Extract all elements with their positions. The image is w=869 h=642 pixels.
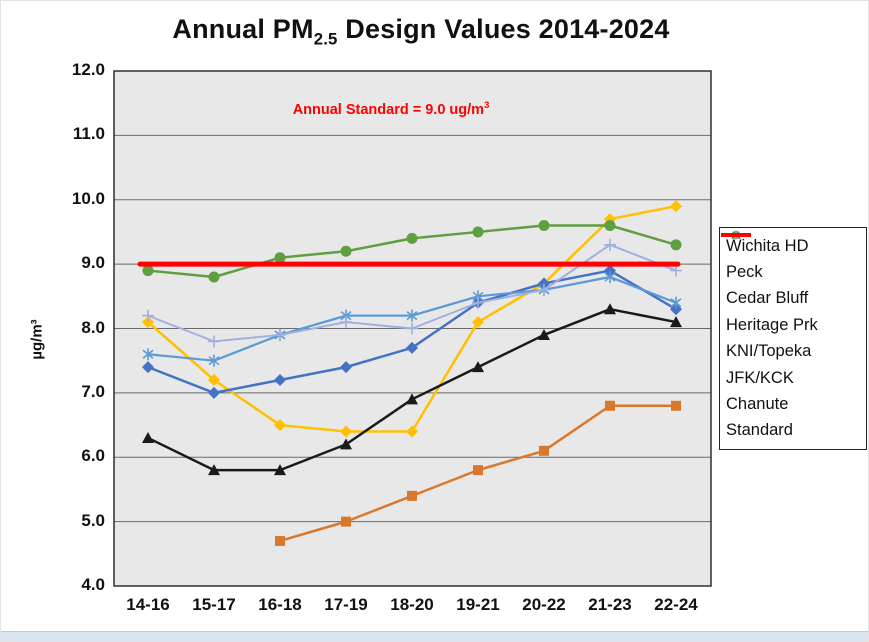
chart-title: Annual PM2.5 Design Values 2014-2024 [1,14,841,49]
x-tick-label: 18-20 [390,595,434,614]
marker-circle [472,226,484,238]
marker-triangle [274,464,286,476]
y-tick-label: 9.0 [81,253,105,273]
marker-diamond [406,425,418,438]
standard-annotation: Annual Standard = 9.0 ug/m3 [191,99,591,118]
y-tick-label: 8.0 [81,317,105,337]
legend-label: Standard [726,421,793,440]
y-tick-label: 10.0 [71,188,105,208]
marker-triangle [208,464,220,476]
legend-item-chanute: Chanute [721,230,866,417]
standard-annotation-text: Annual Standard = 9.0 ug/m [292,101,485,118]
marker-diamond [274,419,286,432]
plot-border [113,70,712,587]
y-axis-title: µg/m³ [28,319,46,360]
legend-label: Wichita HD [726,236,809,255]
marker-asterisk [604,272,616,282]
marker-asterisk [142,349,154,359]
marker-circle [274,252,286,264]
legend-label: Peck [726,263,763,282]
marker-diamond [604,264,616,277]
marker-circle [604,220,616,231]
marker-diamond [406,341,418,354]
legend-marker-icon [721,233,751,237]
marker-diamond [340,425,352,438]
marker-diamond [340,361,352,374]
legend-item-heritage-prk: Heritage Prk [721,230,866,338]
x-tick-label: 15-17 [192,595,236,614]
marker-diamond [208,386,220,399]
legend: Wichita HD Peck Cedar Bluff Heritage Prk KNI… [719,227,867,450]
chart-title-text: Annual PM [172,14,314,44]
marker-circle [406,232,418,244]
marker-square [539,445,549,456]
y-tick-label: 6.0 [81,446,105,466]
x-tick-label: 14-16 [126,595,170,614]
marker-asterisk [208,356,220,366]
marker-circle [538,220,550,231]
marker-diamond [670,200,682,213]
chart-title-suffix: Design Values 2014-2024 [337,14,670,44]
legend-item-cedar-bluff: Cedar Bluff [721,231,866,312]
marker-triangle [406,393,418,405]
marker-circle [208,271,220,283]
legend-label: Cedar Bluff [726,289,809,308]
y-tick-label: 11.0 [72,124,105,144]
marker-triangle [142,431,154,443]
y-tick-label: 12.0 [71,60,105,79]
legend-label: Heritage Prk [726,315,818,334]
x-tick-label: 17-19 [324,595,368,614]
x-tick-label: 22-24 [654,595,698,614]
marker-diamond [142,361,154,374]
marker-diamond [670,303,682,316]
legend-label: KNI/Topeka [726,342,812,361]
y-tick-label: 4.0 [81,575,105,594]
marker-triangle [472,361,484,373]
marker-diamond [274,374,286,386]
marker-triangle [604,303,616,315]
marker-square [671,400,681,411]
legend-item-standard: Standard [721,233,866,444]
marker-circle [670,239,682,251]
x-tick-label: 16-18 [258,595,302,614]
marker-diamond [472,316,484,329]
marker-square [275,535,285,546]
legend-label: Chanute [726,395,789,414]
marker-asterisk [340,311,352,321]
marker-asterisk [406,311,418,321]
bottom-strip [1,631,868,641]
marker-triangle [670,316,682,328]
marker-triangle [340,438,352,450]
marker-circle [142,265,154,277]
marker-asterisk [670,298,682,308]
marker-square [341,516,351,527]
marker-asterisk [472,291,484,301]
x-tick-label: 19-21 [456,595,500,614]
marker-diamond [208,374,220,386]
x-tick-label: 21-23 [588,595,632,614]
marker-diamond [538,277,550,290]
standard-annotation-superscript: 3 [484,99,490,110]
x-tick-label: 20-22 [522,595,566,614]
legend-item-jfk-kck: JFK/KCK [721,231,866,391]
legend-item-peck: Peck [721,230,866,285]
marker-square [407,490,417,501]
y-tick-label: 5.0 [81,510,105,530]
y-tick-label: 7.0 [81,381,105,401]
marker-diamond [142,316,154,329]
legend-label: JFK/KCK [726,368,794,387]
marker-square [473,465,483,476]
chart-title-subscript: 2.5 [313,29,338,49]
legend-item-kni-topeka: KNI/Topeka [721,230,866,365]
marker-circle [340,245,352,257]
marker-square [605,400,615,411]
marker-triangle [538,328,550,340]
